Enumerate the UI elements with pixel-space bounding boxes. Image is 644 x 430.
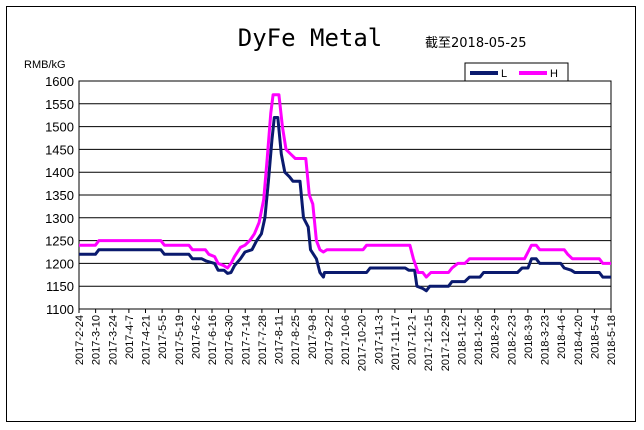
gridlines (79, 103, 611, 287)
x-tick-label: 2018-1-26 (473, 315, 485, 365)
x-tick-label: 2017-3-10 (91, 315, 103, 365)
y-tick-label: 1150 (46, 279, 74, 294)
legend-label-h: H (550, 68, 558, 80)
x-tick-label: 2018-5-4 (589, 315, 601, 359)
x-tick-label: 2017-8-11 (274, 315, 286, 364)
x-tick-label: 2017-12-1 (407, 315, 419, 365)
x-tick-label: 2018-1-12 (456, 315, 468, 365)
x-tick-label: 2017-6-2 (190, 315, 202, 359)
legend-box (464, 62, 569, 82)
line-chart: DyFe Metal 截至2018-05-25 RMB/kG 110011501… (24, 24, 618, 371)
x-tick-label: 2017-9-22 (323, 315, 335, 365)
y-tick-label: 1250 (45, 234, 74, 249)
x-tick-label: 2018-4-6 (556, 315, 568, 359)
x-tick-label: 2017-3-24 (107, 315, 119, 365)
y-tick-label: 1100 (46, 302, 74, 317)
x-tick-label: 2017-12-15 (423, 315, 435, 371)
y-tick-label: 1350 (45, 188, 74, 203)
x-tick-label: 2017-7-14 (240, 315, 252, 365)
x-tick-label: 2018-2-9 (490, 315, 502, 359)
x-tick-label: 2017-4-7 (124, 315, 136, 359)
x-tick-label: 2017-5-5 (157, 315, 169, 359)
series-line-h (79, 93, 611, 279)
x-tick-label: 2017-12-29 (440, 315, 452, 371)
y-tick-label: 1400 (45, 165, 74, 180)
x-tick-labels: 2017-2-24 2017-3-10 2017-3-24 2017-4-7 2017-… (74, 315, 618, 371)
y-tick-label: 1450 (45, 142, 74, 157)
series-line-l (79, 116, 611, 293)
chart-frame: DyFe Metal 截至2018-05-25 RMB/kG 1100 1150 1… (6, 6, 636, 422)
y-tick-label: 1600 (45, 74, 74, 89)
x-tick-label: 2018-3-9 (523, 315, 535, 359)
x-tick-label: 2018-4-20 (573, 315, 585, 365)
x-tick-label: 2017-6-16 (207, 315, 219, 365)
x-tick-label: 2017-5-19 (174, 315, 186, 365)
x-tick-label: 2017-6-30 (224, 315, 236, 365)
x-tick-label: 2017-10-20 (357, 315, 369, 371)
x-ticks (78, 309, 612, 313)
x-tick-label: 2017-10-6 (340, 315, 352, 365)
x-tick-label: 2017-4-21 (141, 315, 153, 365)
x-tick-label: 2017-7-28 (257, 315, 269, 365)
legend: L H (464, 62, 569, 82)
x-tick-label: 2018-2-23 (506, 315, 518, 365)
legend-label-l: L (501, 68, 507, 80)
series-lines (79, 93, 611, 293)
x-tick-label: 2017-11-17 (390, 315, 402, 370)
chart-title: DyFe Metal (238, 24, 383, 52)
x-tick-label: 2017-11-3 (373, 315, 385, 364)
y-axis-label: RMB/kG (24, 59, 66, 71)
y-tick-label: 1300 (45, 211, 74, 226)
y-tick-labels: 1100 1150 1200 1250 1300 1350 1400 1450 1500 1550… (45, 74, 74, 317)
x-tick-label: 2017-2-24 (74, 315, 86, 365)
chart-subtitle: 截至2018-05-25 (425, 36, 527, 51)
x-tick-label: 2017-9-8 (307, 315, 319, 359)
x-tick-label: 2018-5-18 (606, 315, 618, 365)
x-tick-label: 2017-8-25 (290, 315, 302, 365)
x-tick-label: 2018-3-23 (540, 315, 552, 365)
y-tick-label: 1200 (45, 256, 74, 271)
y-tick-label: 1500 (45, 120, 74, 135)
y-tick-label: 1550 (45, 97, 74, 112)
